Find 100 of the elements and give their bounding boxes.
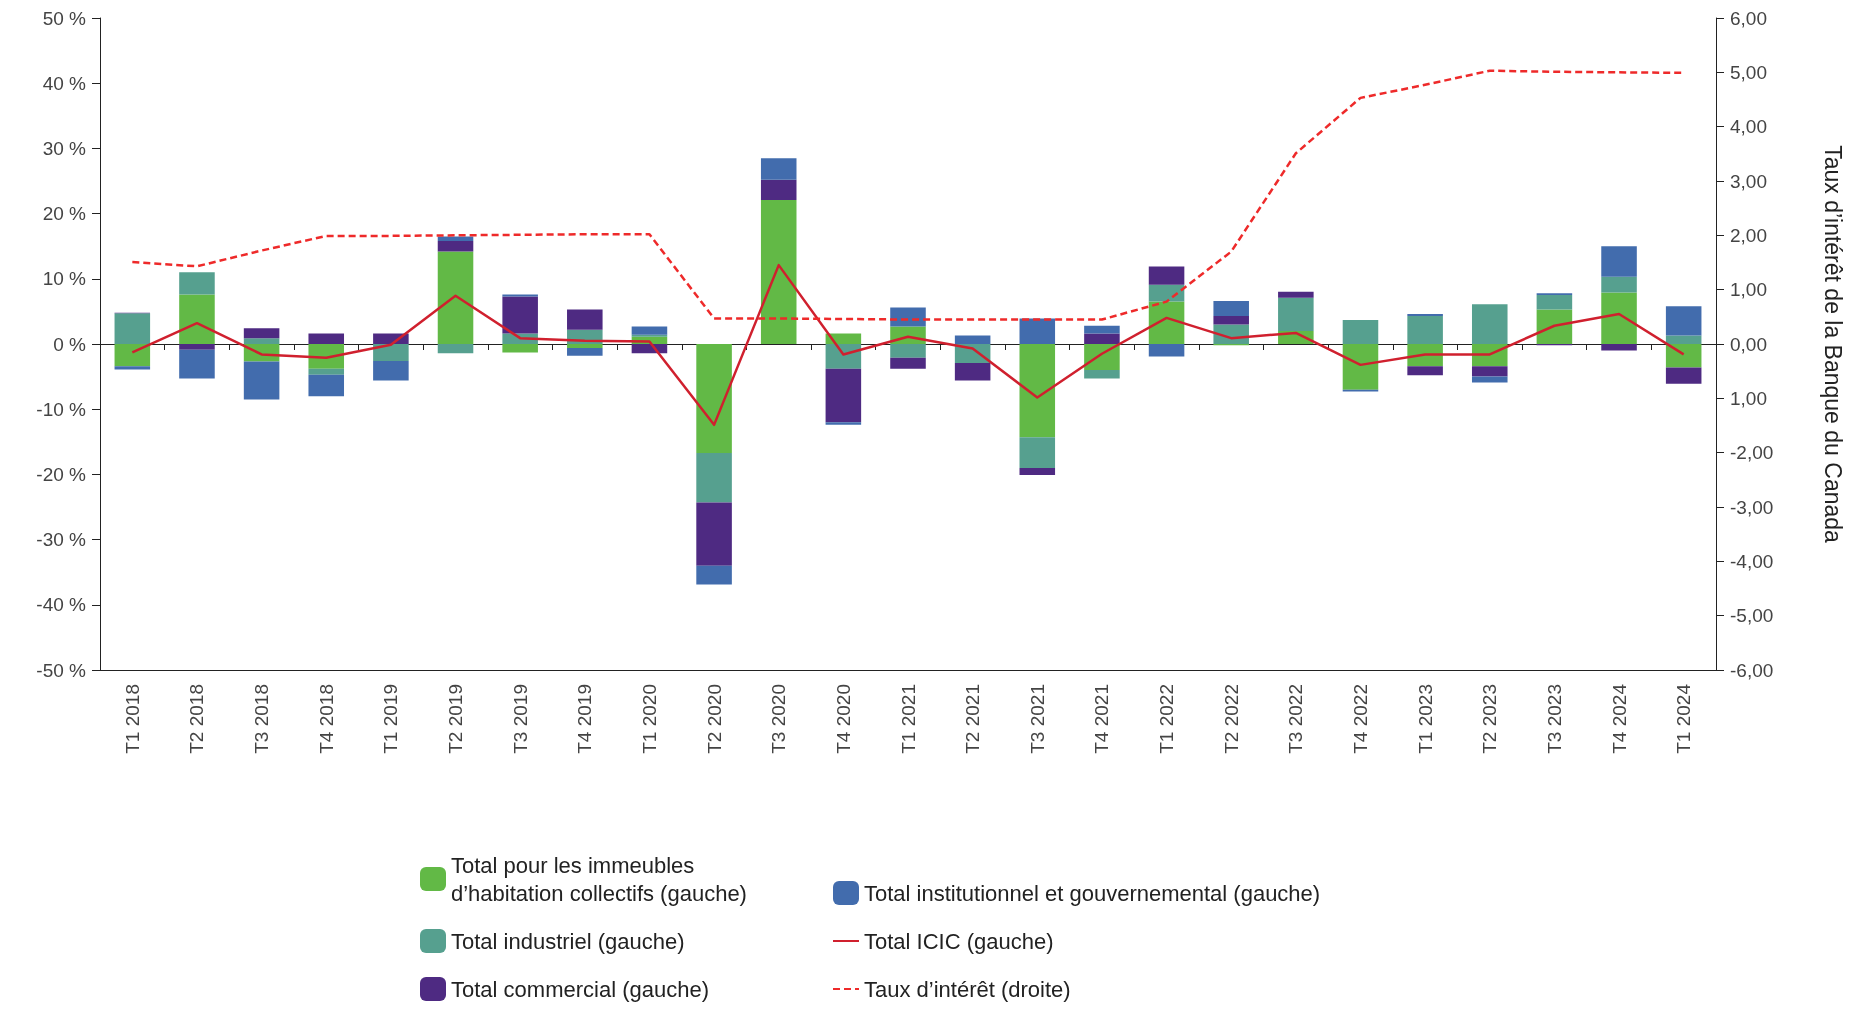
legend-label: Total commercial (gauche) [451, 976, 709, 1002]
bar [954, 362, 991, 381]
bar [1019, 318, 1056, 344]
bar [631, 326, 668, 335]
bar [1148, 266, 1185, 285]
bar [1213, 300, 1249, 316]
bar [179, 294, 215, 344]
y-tick-label: -30 % [36, 529, 87, 551]
bar [1084, 325, 1120, 334]
y-tick-label: 50 % [42, 7, 87, 29]
x-tick-label: T3 2020 [768, 684, 790, 754]
bar [1536, 295, 1573, 310]
x-tick-label: T2 2020 [703, 684, 725, 754]
bar [760, 179, 797, 200]
y2-tick-label: 0,00 [1730, 333, 1767, 355]
bar [1601, 246, 1637, 277]
bar [1342, 344, 1379, 390]
bar [373, 360, 409, 381]
legend-label: Total institutionnel et gouvernemental (gauche) [864, 880, 1321, 906]
x-tick-label: T4 2018 [315, 684, 337, 754]
bar [1278, 297, 1314, 331]
bar [1019, 467, 1056, 476]
x-tick-label: T2 2019 [445, 684, 467, 754]
y-tick-label: 30 % [42, 137, 87, 159]
bar [114, 313, 151, 344]
bar [696, 452, 732, 503]
x-tick-label: T1 2022 [1156, 684, 1178, 754]
bar [567, 309, 603, 330]
bar [243, 338, 280, 344]
x-tick-label: T4 2020 [832, 684, 854, 754]
bar [373, 344, 409, 361]
y-tick-label: -50 % [36, 659, 87, 681]
y2-tick-label: -5,00 [1730, 605, 1774, 627]
bar [308, 368, 345, 375]
bar [760, 158, 797, 180]
bar [696, 502, 732, 566]
y2-tick-label: 5,00 [1730, 61, 1767, 83]
y2-tick-label: 2,00 [1730, 224, 1767, 246]
x-tick-label: T1 2021 [897, 684, 919, 754]
bar [825, 422, 862, 425]
y-tick-label: 40 % [42, 72, 87, 94]
bar [1471, 366, 1508, 377]
legend-label: Total ICIC (gauche) [864, 928, 1054, 954]
x-tick-label: T3 2023 [1543, 684, 1565, 754]
y2-axis-title: Taux d’intérêt de la Banque du Canada [1819, 145, 1846, 544]
bar [437, 344, 474, 354]
y2-tick-label: -2,00 [1730, 442, 1774, 464]
bar [1601, 344, 1637, 351]
bar [114, 366, 151, 370]
bar [1601, 292, 1637, 344]
bar [179, 349, 215, 379]
bar [1665, 344, 1702, 368]
bar [502, 344, 538, 353]
y2-tick-label: 3,00 [1730, 170, 1767, 192]
y-tick-label: -20 % [36, 463, 87, 485]
x-tick-label: T2 2021 [962, 684, 984, 754]
x-tick-label: T1 2020 [638, 684, 660, 754]
bar [890, 357, 926, 369]
bar [1665, 335, 1702, 344]
bar [1342, 319, 1379, 344]
y2-tick-label: 1,00 [1730, 387, 1767, 409]
x-tick-label: T3 2021 [1026, 684, 1048, 754]
bar [437, 251, 474, 344]
bar [1019, 437, 1056, 468]
x-tick-label: T2 2023 [1479, 684, 1501, 754]
y2-tick-label: -3,00 [1730, 496, 1774, 518]
x-tick-label: T1 2023 [1414, 684, 1436, 754]
x-tick-label: T4 2019 [574, 684, 596, 754]
x-tick-label: T4 2024 [1608, 683, 1630, 754]
x-tick-label: T2 2022 [1220, 684, 1242, 754]
bar [502, 296, 538, 334]
bar [1471, 304, 1508, 344]
bar [825, 344, 862, 369]
x-tick-label: T3 2018 [251, 684, 273, 754]
x-tick-label: T1 2024 [1673, 683, 1695, 754]
bar [437, 240, 474, 252]
bar [308, 374, 345, 397]
y-tick-label: 20 % [42, 203, 87, 225]
bar [243, 361, 280, 400]
y2-tick-label: -4,00 [1730, 550, 1774, 572]
legend-label: Taux d’intérêt (droite) [864, 976, 1071, 1002]
bar [1213, 315, 1249, 325]
bar [308, 344, 345, 369]
bar [1084, 333, 1120, 344]
bar [1407, 315, 1443, 344]
x-tick-label: T3 2019 [509, 684, 531, 754]
bar [1665, 306, 1702, 336]
x-tick-label: T1 2018 [121, 684, 143, 754]
y2-tick-label: 6,00 [1730, 7, 1767, 29]
x-tick-label: T1 2019 [380, 684, 402, 754]
y-tick-label: -40 % [36, 594, 87, 616]
line-series [131, 263, 1685, 427]
x-tick-label: T4 2021 [1091, 684, 1113, 754]
bar [179, 272, 215, 295]
bar [1536, 309, 1573, 344]
bar [1148, 301, 1185, 344]
y-tick-label: 10 % [42, 268, 87, 290]
bar [696, 565, 732, 585]
bar [890, 344, 926, 358]
bar [1148, 344, 1185, 357]
